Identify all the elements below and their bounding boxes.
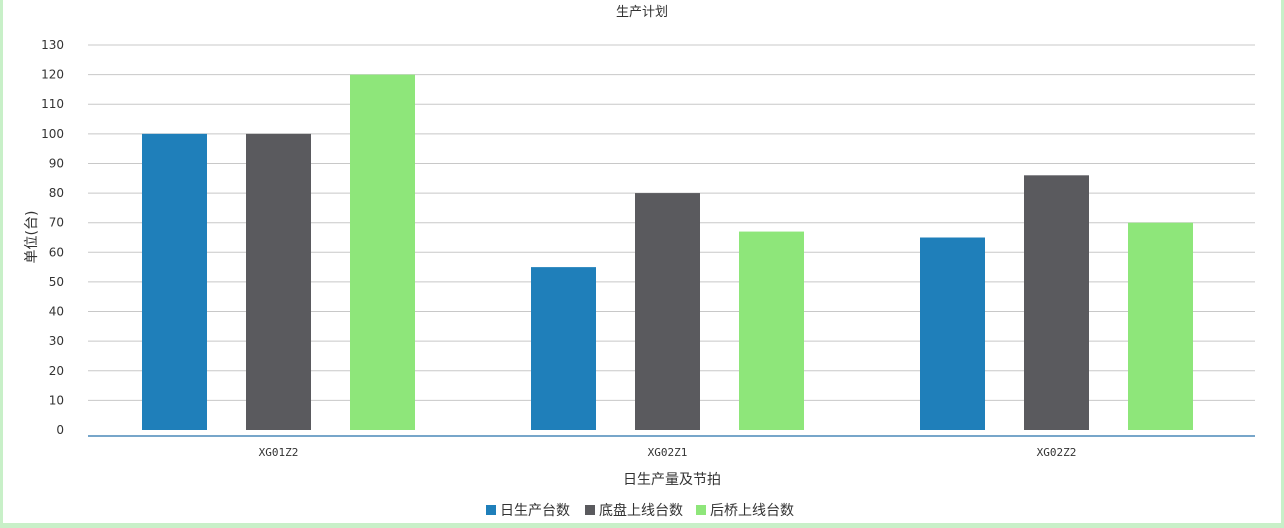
y-tick-label: 20: [49, 364, 64, 378]
y-tick-label: 30: [49, 334, 64, 348]
chart-title: 生产计划: [616, 5, 668, 20]
bar: [531, 267, 596, 430]
x-axis-title: 日生产量及节拍: [623, 472, 721, 488]
x-tick-labels: XG01Z2 XG02Z1 XG02Z2: [259, 446, 1077, 459]
bars: [142, 74, 1193, 430]
legend-label: 日生产台数: [500, 503, 570, 519]
y-tick-label: 60: [49, 245, 64, 259]
bar: [739, 231, 804, 430]
y-tick-label: 40: [49, 305, 64, 319]
legend: 日生产台数 底盘上线台数 后桥上线台数: [486, 502, 794, 519]
x-tick-label: XG01Z2: [259, 446, 299, 459]
bar: [142, 133, 207, 430]
y-tick-label: 50: [49, 275, 64, 289]
legend-swatch: [696, 505, 706, 515]
y-tick-label: 10: [49, 393, 64, 407]
y-tick-label: 0: [56, 423, 64, 437]
legend-swatch: [486, 505, 496, 515]
y-tick-label: 120: [41, 68, 64, 82]
y-tick-label: 100: [41, 127, 64, 141]
bar: [920, 237, 985, 430]
y-tick-labels: 0 10 20 30 40 50 60 70 80 90 100 110 120 130: [41, 38, 64, 437]
y-tick-label: 70: [49, 216, 64, 230]
y-tick-label: 90: [49, 156, 64, 170]
y-tick-label: 110: [41, 97, 64, 111]
bar: [1128, 222, 1193, 430]
x-tick-label: XG02Z2: [1037, 446, 1077, 459]
y-tick-label: 80: [49, 186, 64, 200]
legend-swatch: [585, 505, 595, 515]
bar: [635, 193, 700, 430]
bar: [1024, 175, 1089, 430]
x-tick-label: XG02Z1: [648, 446, 688, 459]
y-tick-label: 130: [41, 38, 64, 52]
bar: [246, 133, 311, 430]
legend-label: 底盘上线台数: [599, 502, 683, 519]
legend-label: 后桥上线台数: [710, 503, 794, 519]
bar: [350, 74, 415, 430]
y-axis-title: 单位(台): [24, 211, 40, 264]
